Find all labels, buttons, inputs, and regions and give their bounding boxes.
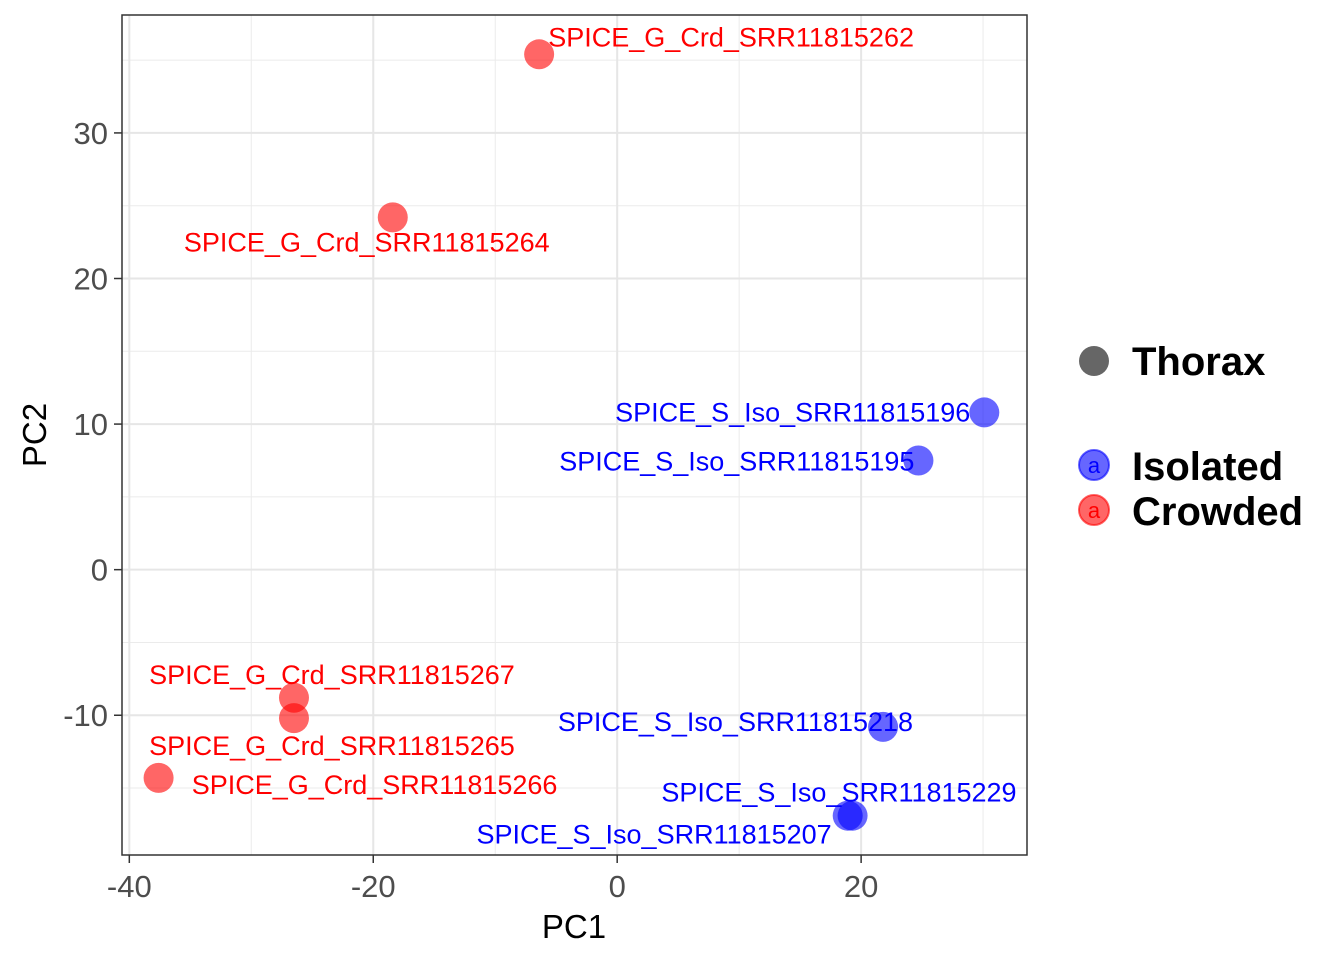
- x-tick-label: 20: [844, 869, 878, 904]
- crowded-point-label: SPICE_G_Crd_SRR11815266: [192, 770, 558, 800]
- legend: Thorax a Isolated a Crowded: [1078, 340, 1303, 534]
- x-axis-title: PC1: [542, 908, 606, 945]
- legend-isolated-label: Isolated: [1132, 445, 1283, 489]
- crowded-point-label: SPICE_G_Crd_SRR11815265: [149, 731, 515, 761]
- isolated-point-label: SPICE_S_Iso_SRR11815196: [615, 397, 970, 427]
- point-labels-layer: SPICE_S_Iso_SRR11815196 SPICE_S_Iso_SRR11…: [149, 22, 1016, 849]
- legend-isolated-key-letter: a: [1088, 453, 1101, 478]
- isolated-point: [832, 800, 863, 831]
- x-axis: -40 -20 0 20: [107, 855, 878, 904]
- crowded-point: [377, 202, 408, 233]
- isolated-point: [903, 445, 934, 476]
- y-axis-title: PC2: [16, 403, 53, 467]
- isolated-point-label: SPICE_S_Iso_SRR11815207: [476, 820, 831, 850]
- legend-isolated-key: [1078, 449, 1110, 481]
- x-tick-label: 0: [609, 869, 626, 904]
- crowded-point: [143, 762, 174, 793]
- y-tick-label: 0: [91, 553, 108, 588]
- isolated-point: [868, 711, 899, 742]
- crowded-point: [278, 703, 309, 734]
- points-layer: [143, 39, 1000, 831]
- legend-thorax-key: [1079, 346, 1109, 376]
- legend-thorax-label: Thorax: [1132, 340, 1265, 384]
- isolated-point-label: SPICE_S_Iso_SRR11815229: [661, 778, 1016, 808]
- crowded-point-label: SPICE_G_Crd_SRR11815267: [149, 660, 515, 690]
- crowded-point: [524, 39, 555, 70]
- y-axis: -10 0 10 20 30: [63, 116, 122, 733]
- x-tick-label: -20: [351, 869, 396, 904]
- x-tick-label: -40: [107, 869, 152, 904]
- crowded-point-label: SPICE_G_Crd_SRR11815262: [548, 22, 914, 52]
- crowded-point-label: SPICE_G_Crd_SRR11815264: [184, 227, 550, 257]
- isolated-point-label: SPICE_S_Iso_SRR11815195: [559, 446, 914, 476]
- grid-major: [122, 15, 1027, 855]
- legend-crowded-key-letter: a: [1088, 498, 1101, 523]
- y-tick-label: -10: [63, 698, 108, 733]
- y-tick-label: 10: [74, 407, 108, 442]
- isolated-point: [969, 397, 1000, 428]
- legend-crowded-key: [1078, 494, 1110, 526]
- y-tick-label: 30: [74, 116, 108, 151]
- y-tick-label: 20: [74, 262, 108, 297]
- legend-crowded-label: Crowded: [1132, 490, 1303, 534]
- isolated-point-label: SPICE_S_Iso_SRR11815218: [558, 707, 913, 737]
- plot-panel-border: [121, 14, 1028, 856]
